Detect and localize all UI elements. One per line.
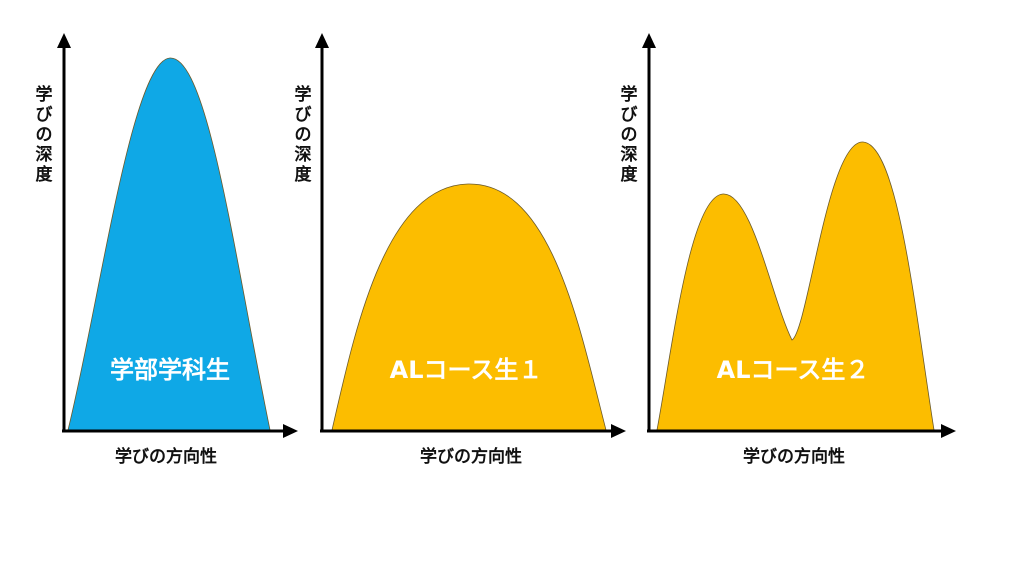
- x-axis-arrow-icon: [941, 424, 956, 438]
- y-axis-arrow-icon: [315, 33, 329, 48]
- y-axis-label: 学びの深度: [621, 84, 639, 185]
- area-label: ALコース生２: [717, 356, 870, 384]
- x-axis-arrow-icon: [283, 424, 298, 438]
- x-axis-label: 学びの方向性: [743, 446, 845, 467]
- distribution-area-al-course-1: [331, 183, 607, 431]
- area-label: ALコース生１: [390, 356, 543, 384]
- x-axis-label: 学びの方向性: [115, 446, 217, 467]
- x-axis-arrow-icon: [611, 424, 626, 438]
- panel-al-course-2: 学びの深度 学びの方向性 ALコース生２: [621, 33, 956, 467]
- x-axis-label: 学びの方向性: [420, 446, 522, 467]
- distribution-area-undergrad: [67, 57, 271, 431]
- y-axis-arrow-icon: [57, 33, 71, 48]
- y-axis-arrow-icon: [642, 33, 656, 48]
- panel-al-course-1: 学びの深度 学びの方向性 ALコース生１: [295, 33, 626, 467]
- distribution-area-al-course-2: [656, 141, 935, 431]
- y-axis-label: 学びの深度: [295, 84, 313, 185]
- area-label: 学部学科生: [110, 356, 230, 384]
- panel-undergrad: 学びの深度 学びの方向性 学部学科生: [36, 33, 298, 467]
- y-axis-label: 学びの深度: [36, 84, 54, 185]
